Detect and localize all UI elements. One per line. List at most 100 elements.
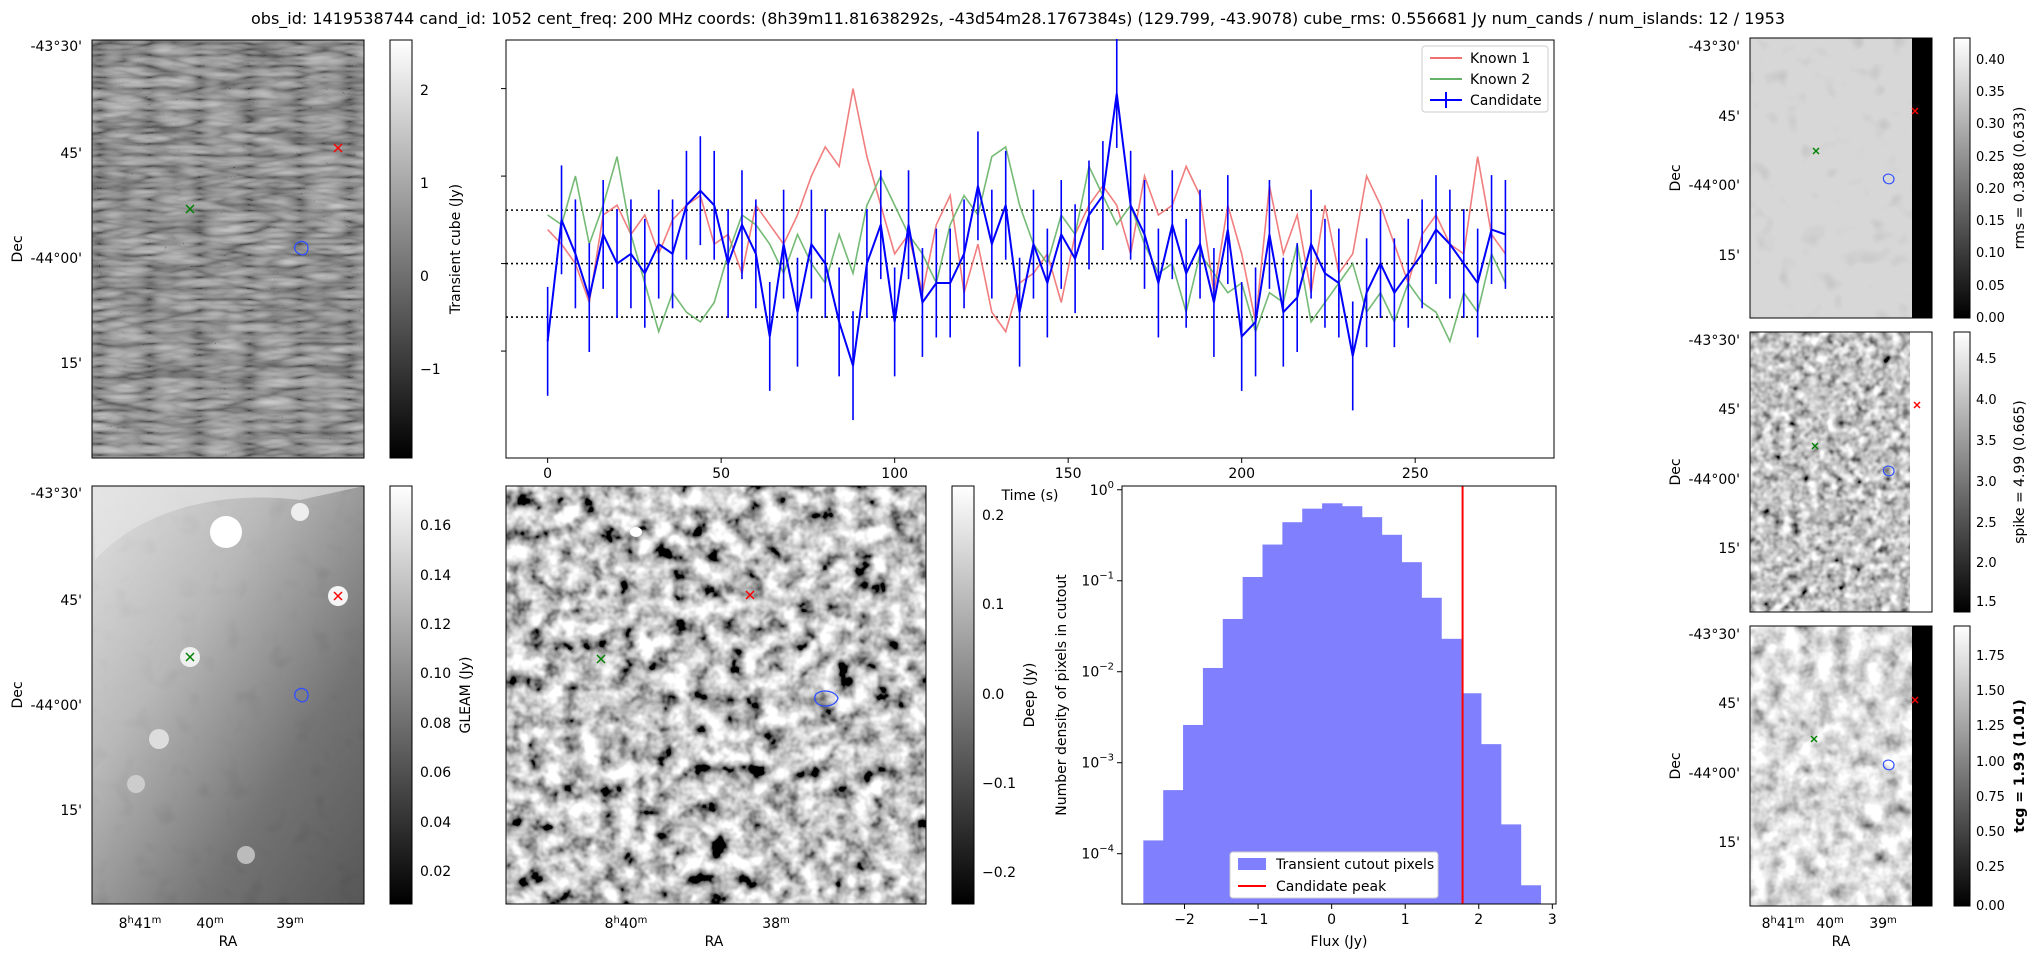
dec-tick: -43°30' bbox=[30, 486, 82, 502]
cbar-tick: 0.40 bbox=[1976, 53, 2005, 68]
rms-colorbar: 0.40 0.35 0.30 0.25 0.20 0.15 0.10 0.05 … bbox=[1953, 37, 2028, 326]
x-tick-label: 50 bbox=[712, 466, 730, 482]
cbar-tick: −0.2 bbox=[982, 865, 1016, 881]
x-tick-label: 3 bbox=[1548, 912, 1557, 928]
ra-axis-label: RA bbox=[219, 934, 238, 950]
cbar-tick: 4.5 bbox=[1976, 352, 1997, 367]
dec-tick: 45' bbox=[60, 146, 82, 162]
histogram-bar bbox=[1183, 724, 1204, 904]
y-tick-label: 10−3 bbox=[1081, 753, 1114, 772]
cbar-tick: 0.00 bbox=[1976, 899, 2005, 914]
ra-tick: 40m bbox=[196, 915, 224, 932]
y-tick-label: 10−4 bbox=[1081, 844, 1114, 863]
ra-tick: 40m bbox=[1816, 915, 1844, 932]
cbar-tick: 0.1 bbox=[982, 597, 1004, 613]
cbar-tick: 3.0 bbox=[1976, 475, 1997, 490]
x-tick-label: 0 bbox=[543, 466, 552, 482]
x-tick-label: 2 bbox=[1474, 912, 1483, 928]
tcg-colorbar: 1.75 1.50 1.25 1.00 0.75 0.50 0.25 0.00 … bbox=[1953, 625, 2028, 914]
legend-label: Known 1 bbox=[1470, 51, 1530, 67]
lightcurve-axes bbox=[505, 39, 1555, 459]
cbar-tick: 1 bbox=[420, 176, 429, 192]
tcg-image-panel: -43°30' 45' -44°00' 15' Dec 8h41m 40m 39… bbox=[1668, 625, 1933, 950]
ra-tick: 8h41m bbox=[119, 915, 162, 932]
legend-label: Known 2 bbox=[1470, 72, 1530, 88]
dec-tick: -44°00' bbox=[30, 698, 82, 714]
histogram-bar bbox=[1381, 534, 1403, 904]
cbar-tick: 1.00 bbox=[1976, 755, 2005, 770]
cbar-tick: 0.02 bbox=[420, 864, 451, 880]
cbar-tick: 0.14 bbox=[420, 568, 451, 584]
histogram-bar bbox=[1480, 744, 1502, 904]
cbar-tick: 0 bbox=[420, 269, 429, 285]
figure-title: obs_id: 1419538744 cand_id: 1052 cent_fr… bbox=[251, 9, 1785, 29]
ra-tick: 39m bbox=[276, 915, 304, 932]
histogram-bar bbox=[1262, 544, 1283, 904]
cbar-tick: 1.5 bbox=[1976, 595, 1997, 610]
y-tick-label: 100 bbox=[1090, 480, 1114, 499]
dec-tick: -43°30' bbox=[1688, 39, 1740, 55]
cbar-tick: 0.35 bbox=[1976, 85, 2005, 100]
ra-tick: 38m bbox=[762, 915, 790, 932]
histogram-bar bbox=[1163, 790, 1184, 904]
histogram-bar bbox=[1282, 522, 1303, 904]
legend-label: Candidate bbox=[1470, 93, 1542, 109]
transient-colorbar: 2 1 0 −1 Transient cube (Jy) bbox=[389, 39, 464, 459]
cbar-tick: 2 bbox=[420, 83, 429, 99]
legend-label: Transient cutout pixels bbox=[1275, 857, 1434, 873]
spike-image-panel: -43°30' 45' -44°00' 15' Dec bbox=[1668, 331, 1933, 613]
cbar-tick: 2.0 bbox=[1976, 556, 1997, 571]
dec-tick: 45' bbox=[60, 593, 82, 609]
dec-tick: 15' bbox=[1718, 835, 1740, 851]
lightcurve-chart: 0 50 100 150 200 250 Time (s) Known 1 Known 2… bbox=[501, 39, 1555, 504]
cbar-tick: 3.5 bbox=[1976, 434, 1997, 449]
histogram-bar bbox=[1143, 840, 1164, 904]
cbar-tick: 0.05 bbox=[1976, 279, 2005, 294]
histogram-bar bbox=[1361, 517, 1383, 904]
dec-tick: 15' bbox=[1718, 248, 1740, 264]
cbar-tick: 0.50 bbox=[1976, 825, 2005, 840]
deep-colorbar: 0.2 0.1 0.0 −0.1 −0.2 Deep (Jy) bbox=[951, 485, 1038, 905]
histogram-bar bbox=[1520, 885, 1542, 904]
x-tick-label: 150 bbox=[1055, 466, 1082, 482]
gleam-colorbar: 0.16 0.14 0.12 0.10 0.08 0.06 0.04 0.02 … bbox=[389, 485, 474, 905]
ra-tick: 8h41m bbox=[1762, 915, 1805, 932]
rms-image bbox=[1750, 38, 1912, 318]
histogram-bar bbox=[1441, 638, 1462, 904]
histogram-xlabel: Flux (Jy) bbox=[1311, 934, 1368, 950]
y-tick-label: 10−2 bbox=[1081, 662, 1114, 681]
cbar-tick: 0.12 bbox=[420, 617, 451, 633]
dec-tick: -44°00' bbox=[1688, 178, 1740, 194]
spike-colorbar: 4.5 4.0 3.5 3.0 2.5 2.0 1.5 spike = 4.99… bbox=[1953, 331, 2028, 613]
histogram-bar bbox=[1461, 693, 1482, 904]
red-x-marker bbox=[333, 143, 343, 153]
histogram-ylabel: Number density of pixels in cutout bbox=[1054, 574, 1070, 816]
dec-tick: 15' bbox=[60, 356, 82, 372]
x-tick-label: 1 bbox=[1401, 912, 1410, 928]
histogram-bar bbox=[1500, 824, 1522, 904]
x-tick-label: 100 bbox=[881, 466, 908, 482]
dec-tick: -44°00' bbox=[1688, 472, 1740, 488]
x-tick-label: 0 bbox=[1327, 912, 1336, 928]
cbar-tick: 0.10 bbox=[420, 666, 451, 682]
ra-axis-label: RA bbox=[705, 934, 724, 950]
cbar-tick: 0.0 bbox=[982, 687, 1004, 703]
dec-tick: -43°30' bbox=[30, 39, 82, 55]
histogram-bar bbox=[1242, 576, 1263, 904]
cbar-tick: 0.06 bbox=[420, 765, 451, 781]
transient-image bbox=[92, 40, 364, 458]
histogram-legend: Transient cutout pixels Candidate peak bbox=[1229, 851, 1439, 899]
cbar-tick: −0.1 bbox=[982, 776, 1016, 792]
tcg-image bbox=[1750, 626, 1912, 906]
cbar-tick: 1.75 bbox=[1976, 649, 2005, 664]
histogram-bar bbox=[1322, 503, 1343, 904]
ra-tick: 8h40m bbox=[605, 915, 648, 932]
ra-axis-label: RA bbox=[1832, 934, 1851, 950]
dec-axis-label: Dec bbox=[10, 681, 26, 708]
cbar-tick: 0.75 bbox=[1976, 790, 2005, 805]
dec-tick: 15' bbox=[60, 803, 82, 819]
histogram-bar bbox=[1421, 597, 1442, 904]
ra-tick: 39m bbox=[1869, 915, 1897, 932]
x-tick-label: −1 bbox=[1248, 912, 1269, 928]
lightcurve-xlabel: Time (s) bbox=[1001, 488, 1059, 504]
